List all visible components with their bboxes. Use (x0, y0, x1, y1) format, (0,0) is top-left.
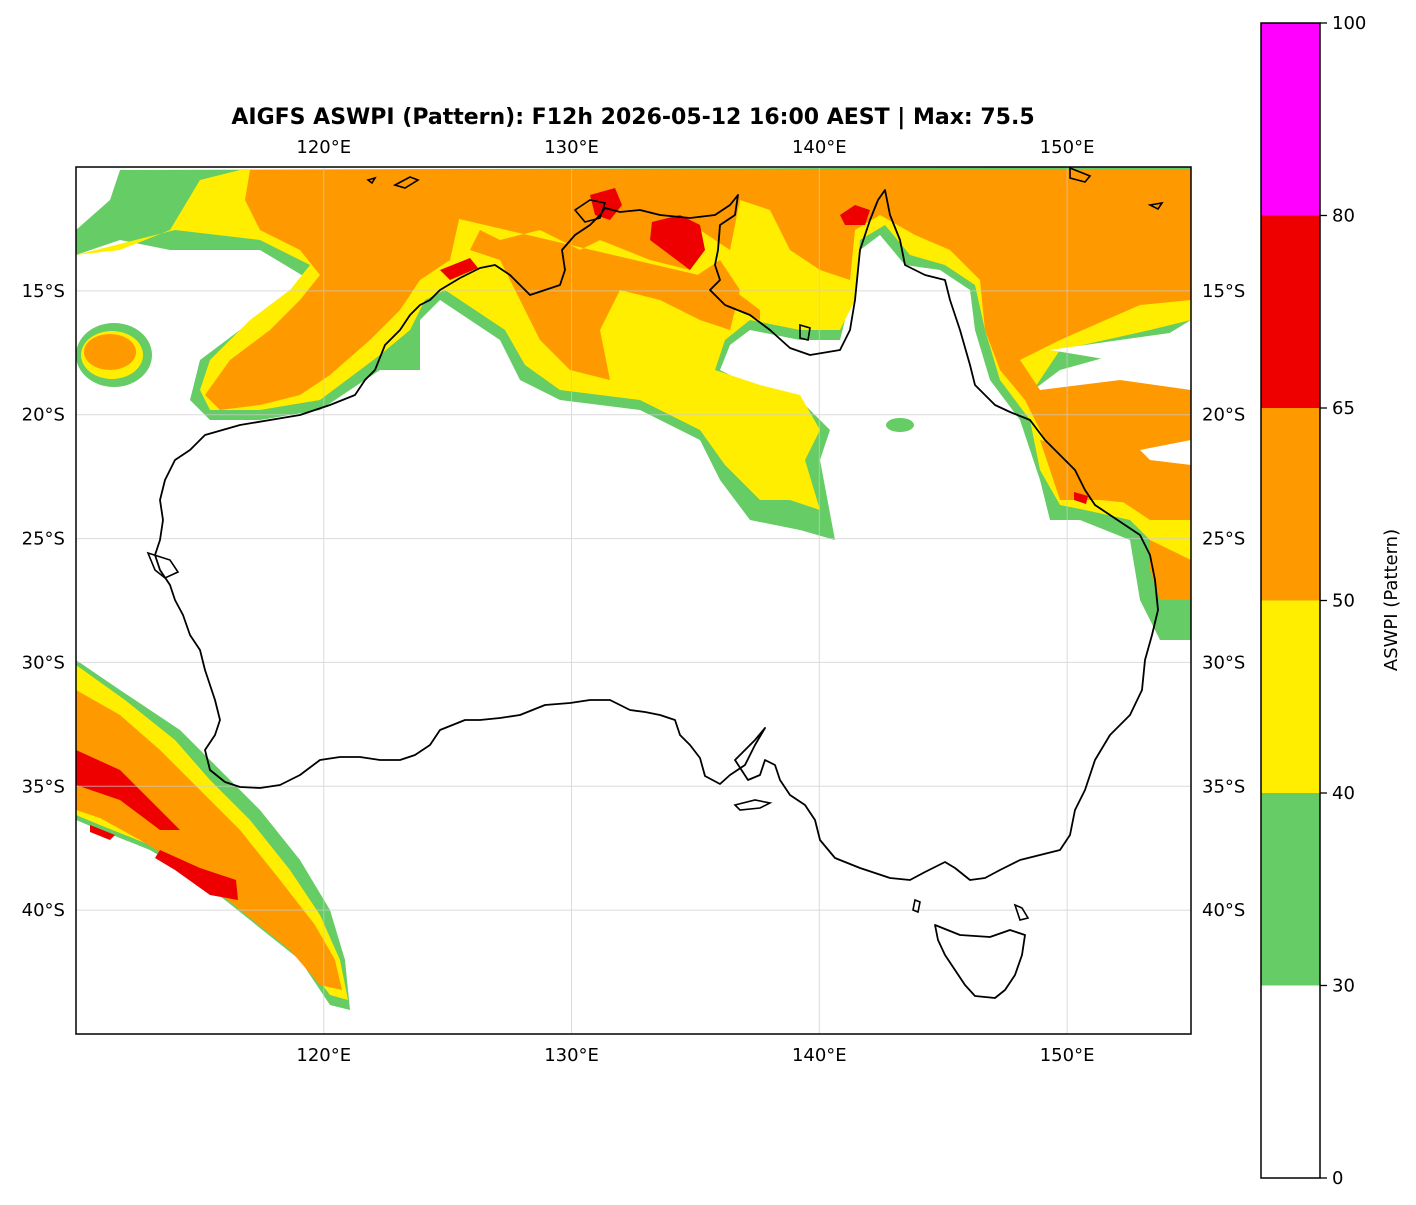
colorbar (1260, 22, 1321, 1179)
lat-tick-label: 20°S (22, 405, 65, 426)
colorbar-tick-label: 100 (1332, 13, 1366, 34)
lon-tick-label: 120°E (296, 1045, 351, 1066)
lon-tick-label: 130°E (544, 137, 599, 158)
coastline-australia (154, 189, 1159, 881)
map-frame (75, 166, 1192, 1035)
lon-tick-labels-top: 120°E 130°E 140°E 150°E (296, 137, 1094, 158)
lat-tick-label: 15°S (22, 281, 65, 302)
field-small-cell (886, 418, 914, 432)
colorbar-tick-label: 65 (1332, 398, 1355, 419)
field-red-pockets (440, 188, 1088, 504)
lat-tick-label: 35°S (1202, 776, 1245, 797)
colorbar-tick-label: 30 (1332, 976, 1355, 997)
lon-tick-label: 150°E (1040, 137, 1095, 158)
colorbar-tick-label: 50 (1332, 591, 1355, 612)
field-southern-band (76, 660, 350, 1010)
colorbar-bin (1261, 215, 1320, 408)
lon-tick-label: 150°E (1040, 1045, 1095, 1066)
lat-tick-label: 30°S (22, 652, 65, 673)
coastline-kangaroo-island (733, 799, 773, 811)
lat-tick-label: 15°S (1202, 281, 1245, 302)
field-northern-band (76, 167, 1191, 640)
colorbar-bin (1261, 793, 1320, 986)
lon-tick-label: 130°E (544, 1045, 599, 1066)
colorbar-ticks: 0 30 40 50 65 80 100 (1320, 13, 1366, 1189)
lon-tick-label: 140°E (792, 1045, 847, 1066)
colorbar-tick-label: 0 (1332, 1168, 1343, 1189)
colorbar-bin (1261, 600, 1320, 793)
lat-tick-label: 40°S (22, 900, 65, 921)
colorbar-tick-label: 40 (1332, 783, 1355, 804)
lat-tick-label: 20°S (1202, 405, 1245, 426)
lat-tick-label: 30°S (1202, 652, 1245, 673)
map-title: AIGFS ASWPI (Pattern): F12h 2026-05-12 1… (231, 105, 1034, 130)
lon-tick-label: 120°E (296, 137, 351, 158)
lat-tick-label: 25°S (22, 529, 65, 550)
lat-tick-label: 25°S (1202, 529, 1245, 550)
coastline-small-islands (146, 167, 1164, 921)
lat-tick-label: 35°S (22, 776, 65, 797)
lat-tick-labels-left: 15°S 20°S 25°S 30°S 35°S 40°S (22, 281, 65, 921)
colorbar-bin (1261, 408, 1320, 601)
colorbar-tick-label: 80 (1332, 206, 1355, 227)
gridlines (76, 167, 1191, 1034)
colorbar-label: ASWPI (Pattern) (1381, 529, 1402, 671)
colorbar-bin (1261, 23, 1320, 216)
colorbar-bin (1261, 985, 1320, 1178)
lon-tick-labels-bottom: 120°E 130°E 140°E 150°E (296, 1045, 1094, 1066)
field-west-cell (76, 323, 152, 387)
map-area (76, 167, 1191, 1034)
coastline-tasmania (934, 924, 1026, 999)
lon-tick-label: 140°E (792, 137, 847, 158)
lat-tick-labels-right: 15°S 20°S 25°S 30°S 35°S 40°S (1202, 281, 1245, 921)
lat-tick-label: 40°S (1202, 900, 1245, 921)
